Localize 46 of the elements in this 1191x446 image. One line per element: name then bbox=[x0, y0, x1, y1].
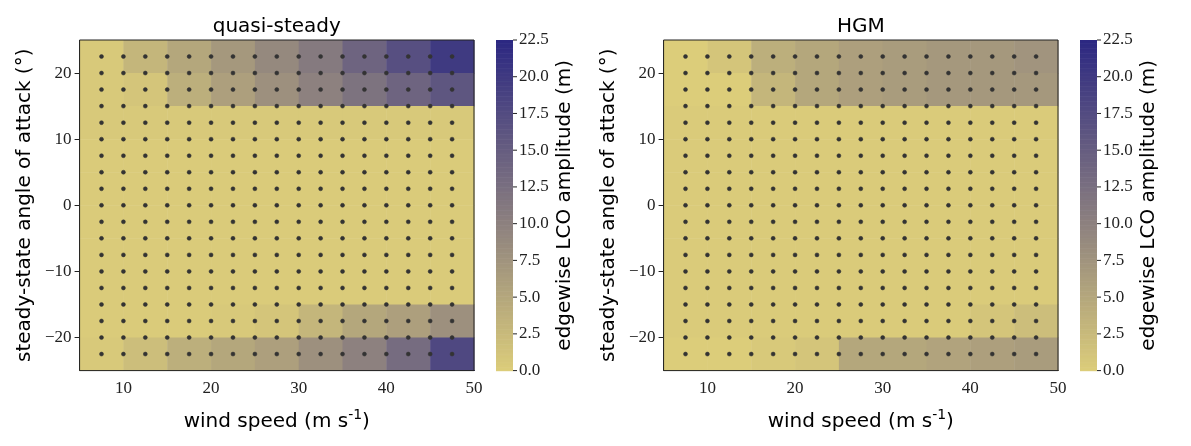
color-bar-label: 20.0 bbox=[1103, 66, 1133, 86]
y-axis-title: steady-state angle of attack (°) bbox=[11, 48, 35, 363]
color-bar-label: 17.5 bbox=[519, 102, 549, 122]
y-axis-title: steady-state angle of attack (°) bbox=[595, 48, 619, 363]
color-bar-label: 22.5 bbox=[519, 29, 549, 49]
x-tick-label: 30 bbox=[290, 378, 308, 398]
y-tick-label: −20 bbox=[628, 327, 656, 347]
color-bar-label: 2.5 bbox=[1103, 323, 1125, 343]
x-tick-label: 40 bbox=[377, 378, 395, 398]
y-tick-label: 0 bbox=[647, 194, 656, 214]
x-tick-label: 10 bbox=[698, 378, 716, 398]
color-bar-label: 2.5 bbox=[519, 323, 541, 343]
color-bar-label: 0.0 bbox=[1103, 360, 1125, 380]
y-tick-label: −10 bbox=[628, 260, 656, 280]
x-tick-label: 40 bbox=[961, 378, 979, 398]
x-tick-label: 30 bbox=[874, 378, 892, 398]
color-bar-label: 5.0 bbox=[519, 286, 541, 306]
y-tick-label: −20 bbox=[44, 327, 72, 347]
y-tick-label: 10 bbox=[54, 128, 72, 148]
y-tick-label: 20 bbox=[54, 62, 72, 82]
chart-title: quasi-steady bbox=[212, 13, 342, 37]
x-tick-label: 50 bbox=[1049, 378, 1067, 398]
y-tick-label: −10 bbox=[44, 260, 72, 280]
color-bar-label: 0.0 bbox=[519, 360, 541, 380]
color-bar-label: 10.0 bbox=[519, 213, 549, 233]
y-tick-label: 0 bbox=[63, 194, 72, 214]
y-tick-label: 20 bbox=[638, 62, 656, 82]
color-bar-label: 17.5 bbox=[1103, 102, 1133, 122]
y-tick-label: 10 bbox=[638, 128, 656, 148]
color-bar-label: 12.5 bbox=[519, 176, 549, 196]
x-tick-label: 20 bbox=[202, 378, 220, 398]
color-bar-label: 10.0 bbox=[1103, 213, 1133, 233]
color-bar-label: 12.5 bbox=[1103, 176, 1133, 196]
color-bar-label: 22.5 bbox=[1103, 29, 1133, 49]
color-bar-label: 7.5 bbox=[519, 249, 541, 269]
chart-title: HGM bbox=[836, 13, 885, 37]
color-bar-title: edgewise LCO amplitude (m) bbox=[551, 59, 575, 351]
x-tick-label: 10 bbox=[114, 378, 132, 398]
color-bar-label: 15.0 bbox=[519, 139, 549, 159]
x-tick-label: 20 bbox=[786, 378, 804, 398]
x-tick-label: 50 bbox=[465, 378, 483, 398]
color-bar-label: 7.5 bbox=[1103, 249, 1125, 269]
color-bar-label: 20.0 bbox=[519, 66, 549, 86]
color-bar-label: 15.0 bbox=[1103, 139, 1133, 159]
color-bar-label: 5.0 bbox=[1103, 286, 1125, 306]
color-bar-title: edgewise LCO amplitude (m) bbox=[1135, 59, 1159, 351]
